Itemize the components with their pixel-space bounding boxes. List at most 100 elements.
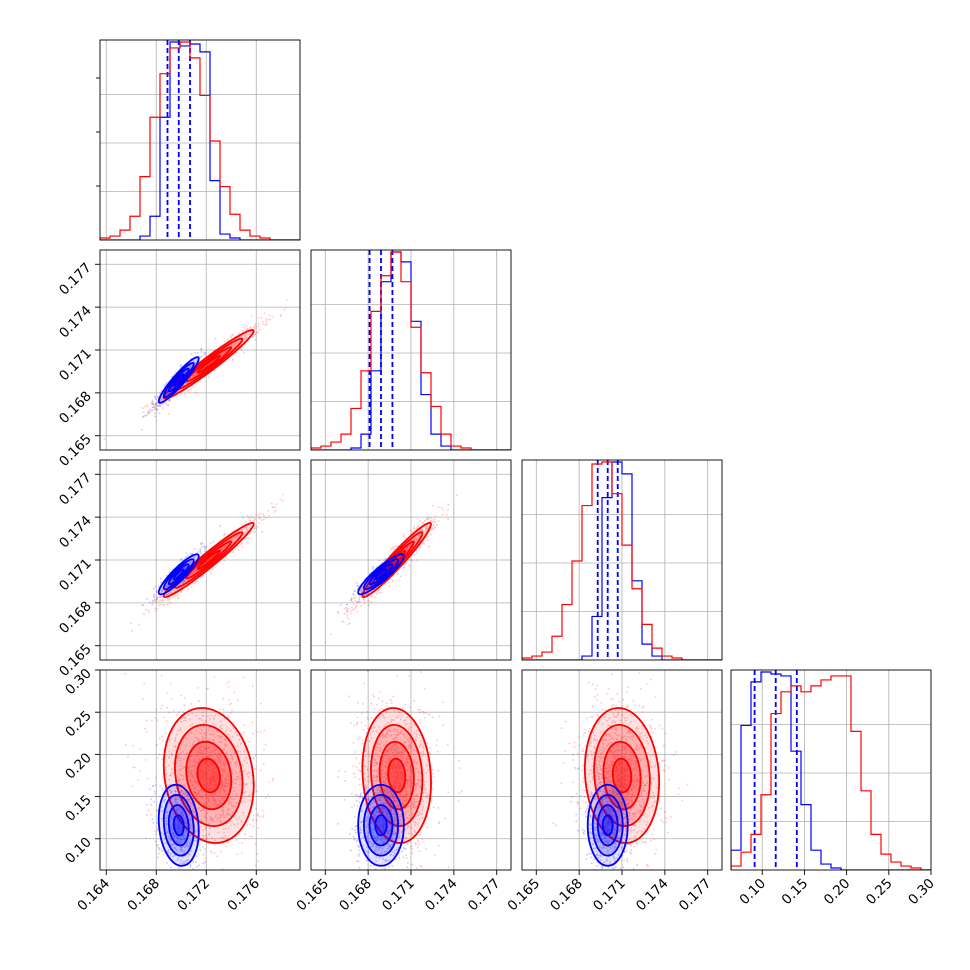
density-blue [157,356,200,404]
y-tick-label: 0.174 [56,303,95,342]
x-tick-label: 0.164 [74,876,113,915]
density-blue [357,553,405,596]
y-tick-label: 0.165 [56,431,95,470]
contour-red [196,354,221,374]
panel-3-2 [521,669,723,871]
contour-blue [167,804,190,847]
contour-red [174,723,244,828]
panel-frame [310,249,512,451]
x-tick-label: 0.168 [336,876,375,915]
y-tick-label: 0.10 [62,834,95,867]
contour-red [196,549,221,571]
panel-1-0 [99,249,301,451]
density-blue [157,783,200,867]
x-tick-label: 0.174 [633,876,672,915]
y-tick-label: 0.177 [56,470,95,509]
contour-red [370,723,424,828]
x-tick-label: 0.177 [676,876,715,915]
x-tick-label: 0.174 [422,876,461,915]
contour-red [162,329,255,400]
x-tick-label: 0.171 [590,876,629,915]
scatter-red [124,672,274,870]
panel-1-1 [310,249,512,451]
y-tick-label: 0.15 [62,792,95,825]
contour-blue [362,793,400,857]
y-tick-label: 0.168 [56,598,95,637]
contour-red [185,740,233,811]
panel-frame [310,459,512,661]
x-tick-label: 0.20 [821,876,854,909]
panel-2-0 [99,459,301,661]
contour-red [185,540,233,580]
histogram-red [731,675,931,870]
contour-red [185,346,233,383]
panel-3-0 [99,669,301,871]
contour-blue [601,814,614,837]
x-tick-label: 0.30 [905,876,938,909]
density-blue [586,783,629,867]
y-tick-label: 0.25 [62,708,95,741]
panel-frame [730,669,932,871]
contour-red [162,521,255,599]
contour-blue [357,553,405,596]
contour-blue [172,568,185,581]
contour-red [174,531,244,589]
histogram-red [100,41,300,240]
contour-red [602,740,642,811]
histogram-red [311,251,511,450]
y-tick-label: 0.177 [56,260,95,299]
histogram-blue [100,41,300,240]
density-blue [357,783,405,867]
contour-blue [172,373,185,387]
x-tick-label: 0.168 [547,876,586,915]
contour-blue [162,361,195,399]
y-tick-label: 0.171 [56,346,95,385]
panel-2-2 [521,459,723,661]
contour-red [387,757,407,794]
contour-blue [167,563,190,586]
density-red [583,707,661,844]
density-blue [157,553,200,596]
panel-3-3 [730,669,932,871]
x-tick-label: 0.168 [124,876,163,915]
histogram-blue [522,461,722,660]
histogram-blue [311,251,511,450]
y-tick-label: 0.174 [56,513,95,552]
contour-blue [162,793,195,857]
panel-frame [99,39,301,241]
x-tick-label: 0.165 [293,876,332,915]
y-tick-label: 0.171 [56,556,95,595]
panel-frame [99,669,301,871]
histogram-blue [731,671,931,870]
contour-red [361,521,432,599]
contour-blue [357,783,405,867]
histogram-red [522,461,722,660]
contour-red [378,740,415,811]
x-tick-label: 0.172 [174,876,213,915]
x-tick-label: 0.15 [779,876,812,909]
x-tick-label: 0.171 [379,876,418,915]
contour-blue [162,558,195,591]
panel-3-1 [310,669,512,871]
x-tick-label: 0.176 [224,876,263,915]
contour-blue [157,553,200,596]
contour-blue [172,814,185,837]
contour-red [196,757,221,794]
contour-blue [368,804,394,847]
contour-blue [586,783,629,867]
contour-red [593,723,651,828]
y-tick-label: 0.168 [56,388,95,427]
density-red [361,707,432,844]
contour-blue [368,563,394,586]
contour-blue [157,356,200,404]
contour-blue [374,568,388,581]
contour-red [583,707,661,844]
x-tick-label: 0.177 [465,876,504,915]
panel-0-0 [99,39,301,241]
contour-blue [591,793,624,857]
contour-blue [167,367,190,393]
panel-frame [521,459,723,661]
density-red [162,521,255,599]
contour-blue [362,558,400,591]
